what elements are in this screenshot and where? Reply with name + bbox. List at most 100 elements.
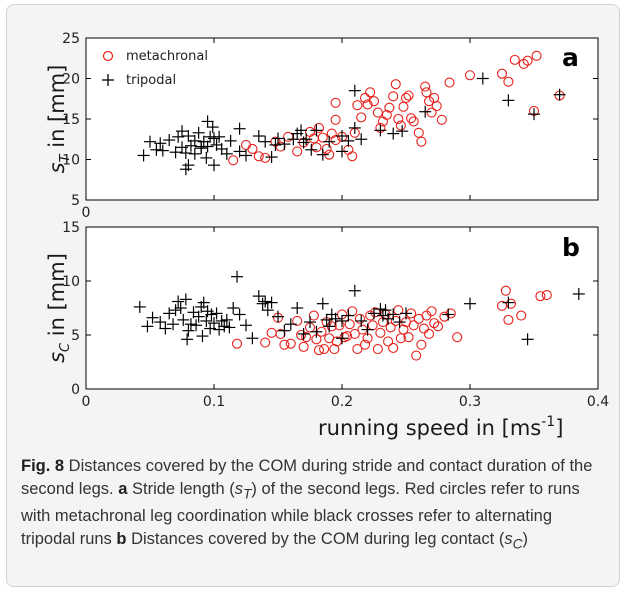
metachronal-point bbox=[368, 96, 380, 107]
tripodal-point bbox=[154, 137, 167, 150]
metachronal-point bbox=[416, 339, 427, 350]
tripodal-point bbox=[355, 314, 368, 327]
metachronal-point bbox=[253, 151, 264, 162]
tripodal-point bbox=[368, 307, 380, 320]
tripodal-point bbox=[169, 146, 182, 159]
tripodal-point bbox=[233, 145, 246, 158]
metachronal-point bbox=[365, 87, 376, 98]
tripodal-point bbox=[201, 115, 214, 128]
tripodal-point bbox=[329, 312, 342, 325]
tripodal-point bbox=[220, 313, 233, 326]
panel-a-y-tick-label: 15 bbox=[62, 112, 80, 128]
caption-sub-t: T bbox=[242, 486, 252, 502]
metachronal-point bbox=[406, 113, 417, 124]
tripodal-point bbox=[240, 149, 252, 162]
panel-b-x-tick-label: 0.1 bbox=[203, 394, 225, 410]
metachronal-point bbox=[349, 328, 360, 339]
metachronal-point bbox=[398, 324, 409, 335]
metachronal-point bbox=[344, 319, 355, 330]
metachronal-point bbox=[398, 101, 409, 112]
caption-text-4: Distances covered by the COM during leg … bbox=[126, 530, 505, 549]
tripodal-point bbox=[400, 307, 412, 320]
tripodal-point bbox=[206, 121, 219, 134]
metachronal-point bbox=[352, 343, 363, 355]
metachronal-point bbox=[228, 155, 239, 166]
tripodal-point bbox=[528, 108, 540, 121]
metachronal-point bbox=[329, 343, 340, 355]
tripodal-point bbox=[297, 327, 310, 340]
panel-a-plot-area bbox=[85, 37, 599, 201]
metachronal-point bbox=[535, 291, 546, 302]
tripodal-point bbox=[213, 130, 226, 143]
metachronal-point bbox=[432, 321, 444, 332]
figure-caption: Fig. 8 Distances covered by the COM duri… bbox=[21, 455, 606, 556]
legend-tripodal-marker bbox=[102, 74, 114, 86]
tripodal-point bbox=[361, 323, 374, 336]
panel-a-y-tick-label: 10 bbox=[62, 153, 80, 169]
metachronal-point bbox=[500, 285, 511, 296]
metachronal-point bbox=[496, 68, 508, 79]
tripodal-point bbox=[442, 308, 455, 321]
metachronal-point bbox=[384, 102, 395, 113]
legend-tripodal-label: tripodal bbox=[126, 73, 176, 88]
metachronal-point bbox=[383, 336, 394, 347]
caption-label-b: b bbox=[116, 530, 127, 549]
panel-a-y-tick-label: 5 bbox=[71, 193, 80, 209]
tripodal-point bbox=[336, 130, 348, 143]
metachronal-point bbox=[464, 70, 476, 81]
tripodal-point bbox=[154, 316, 167, 329]
panel-b-x-tick-label: 0.3 bbox=[459, 394, 481, 410]
tripodal-point bbox=[336, 332, 348, 345]
tripodal-point bbox=[300, 133, 313, 146]
tripodal-point bbox=[174, 302, 187, 314]
tripodal-point bbox=[215, 314, 228, 327]
metachronal-point bbox=[423, 328, 435, 339]
tripodal-point bbox=[297, 136, 310, 149]
tripodal-point bbox=[476, 72, 489, 85]
tripodal-point bbox=[213, 323, 226, 336]
metachronal-point bbox=[503, 76, 514, 87]
metachronal-point bbox=[400, 92, 412, 103]
legend-metachronal-marker bbox=[102, 50, 114, 62]
tripodal-point bbox=[323, 320, 336, 333]
tripodal-point bbox=[419, 105, 432, 118]
tripodal-point bbox=[295, 124, 308, 137]
caption-symbol-s-2: s bbox=[504, 530, 513, 549]
tripodal-point bbox=[278, 324, 291, 337]
metachronal-point bbox=[283, 131, 294, 142]
tripodal-point bbox=[133, 300, 146, 313]
tripodal-point bbox=[163, 134, 176, 147]
metachronal-point bbox=[311, 142, 322, 153]
tripodal-point bbox=[188, 134, 201, 147]
panel-b-x-tick-label: 0.2 bbox=[331, 394, 353, 410]
tripodal-point bbox=[387, 308, 400, 321]
tripodal-point bbox=[291, 302, 304, 314]
tripodal-point bbox=[231, 270, 244, 283]
tripodal-point bbox=[323, 135, 336, 148]
tripodal-point bbox=[182, 159, 195, 172]
metachronal-point bbox=[330, 135, 341, 146]
tripodal-point bbox=[316, 297, 329, 310]
metachronal-point bbox=[247, 143, 258, 155]
tripodal-point bbox=[201, 140, 214, 153]
tripodal-point bbox=[176, 125, 188, 138]
metachronal-point bbox=[509, 54, 520, 65]
metachronal-point bbox=[516, 310, 527, 321]
panel-a: 5 10 15 20 25 0 a metachronal tripodal sT in … bbox=[45, 31, 599, 221]
tripodal-point bbox=[261, 304, 274, 317]
metachronal-point bbox=[292, 315, 303, 327]
tripodal-point bbox=[169, 304, 182, 317]
tripodal-point bbox=[316, 148, 329, 161]
tripodal-point bbox=[393, 316, 406, 329]
metachronal-point bbox=[352, 100, 363, 111]
tripodal-point bbox=[137, 149, 150, 162]
metachronal-point bbox=[416, 136, 427, 147]
metachronal-point bbox=[330, 97, 341, 108]
metachronal-point bbox=[423, 96, 435, 107]
tripodal-point bbox=[272, 132, 284, 145]
tripodal-point bbox=[192, 310, 205, 323]
legend: metachronal tripodal bbox=[102, 49, 208, 88]
caption-text-2: Stride length ( bbox=[127, 480, 235, 498]
tripodal-point bbox=[320, 313, 333, 326]
metachronal-point bbox=[317, 132, 328, 143]
